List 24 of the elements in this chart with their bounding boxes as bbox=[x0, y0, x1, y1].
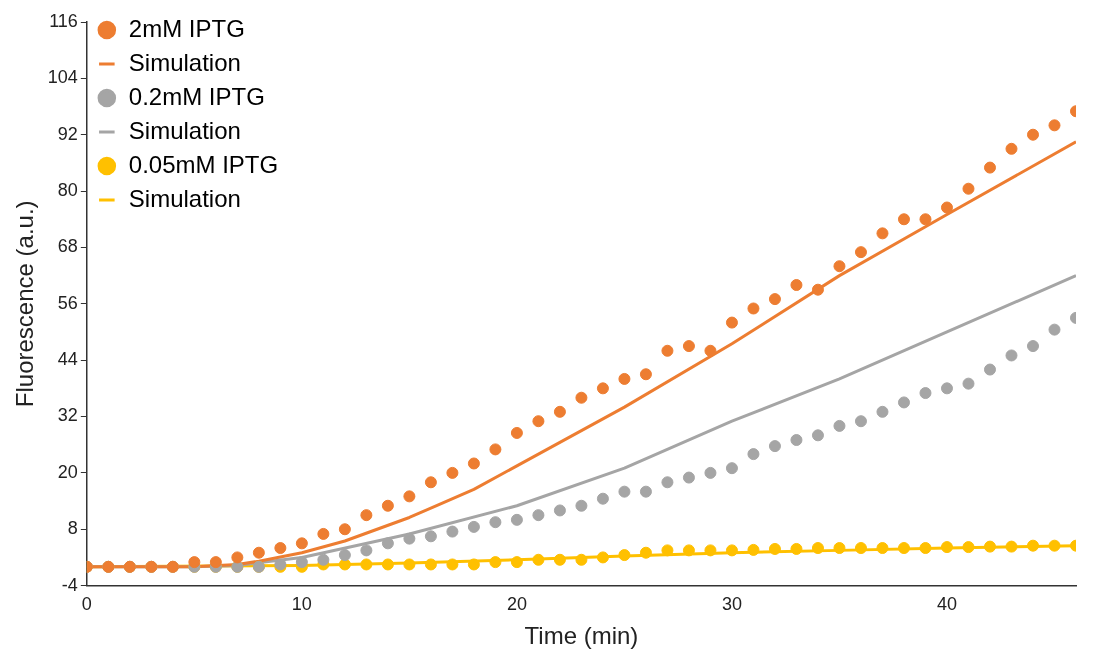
x-tick-label: 20 bbox=[506, 594, 527, 615]
y-tick-label: -4 bbox=[61, 574, 78, 595]
y-tick-label: 68 bbox=[57, 236, 78, 257]
y-tick-label: 32 bbox=[57, 405, 78, 426]
legend-label: Simulation bbox=[128, 48, 241, 76]
x-tick-label: 40 bbox=[936, 594, 957, 615]
legend-label: Simulation bbox=[128, 184, 241, 212]
x-tick-label: 30 bbox=[721, 594, 742, 615]
x-tick-label: 10 bbox=[291, 594, 312, 615]
y-axis-title: Fluorescence (a.u.) bbox=[11, 200, 39, 408]
y-tick-label: 104 bbox=[47, 67, 78, 88]
legend-label: Simulation bbox=[128, 116, 241, 144]
legend-label: 0.2mM IPTG bbox=[128, 82, 265, 110]
x-axis-title: Time (min) bbox=[524, 622, 639, 650]
y-tick-label: 116 bbox=[49, 10, 78, 31]
y-tick-label: 92 bbox=[57, 123, 78, 144]
y-tick-label: 20 bbox=[57, 461, 78, 482]
y-tick-label: 8 bbox=[67, 518, 78, 539]
legend-label: 2mM IPTG bbox=[128, 14, 245, 42]
x-tick-label: 0 bbox=[81, 594, 92, 615]
y-tick-label: 44 bbox=[57, 349, 78, 370]
y-tick-label: 80 bbox=[57, 180, 78, 201]
y-tick-label: 56 bbox=[57, 292, 78, 313]
legend-label: 0.05mM IPTG bbox=[128, 150, 279, 178]
